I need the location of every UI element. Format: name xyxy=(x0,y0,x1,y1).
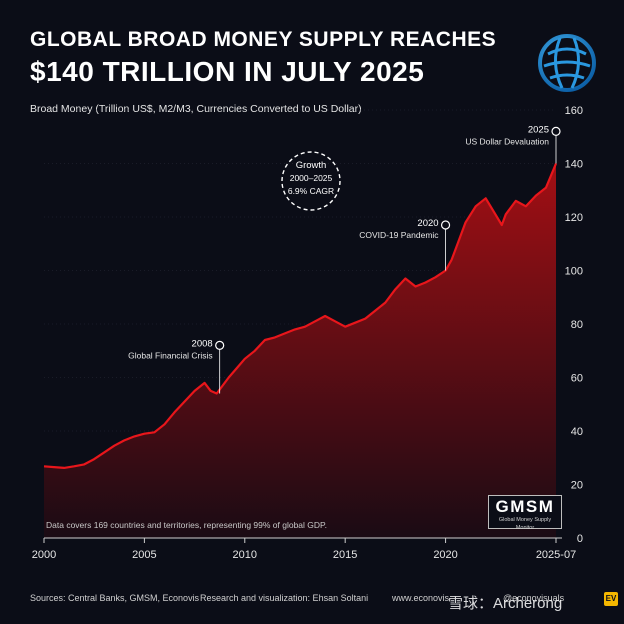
annotation-year: 2020 xyxy=(417,218,438,229)
annotation-marker xyxy=(440,220,451,230)
y-tick-label: 100 xyxy=(565,266,583,278)
annotation-marker xyxy=(215,340,225,350)
watermark: 雪球：Archerong xyxy=(448,595,563,612)
x-tick-label: 2020 xyxy=(433,549,457,561)
chart-title-line2: $140 TRILLION IN JULY 2025 xyxy=(30,56,425,87)
y-tick-label: 0 xyxy=(577,533,583,545)
annotation-label: COVID-19 Pandemic xyxy=(359,230,439,240)
chart-subtitle: Broad Money (Trillion US$, M2/M3, Curren… xyxy=(30,103,362,115)
y-tick-label: 20 xyxy=(571,480,583,492)
ev-badge: EV xyxy=(604,592,618,606)
x-tick-label: 2025-07 xyxy=(536,549,576,561)
broad-money-area xyxy=(44,163,556,538)
chart-title-line1: GLOBAL BROAD MONEY SUPPLY REACHES xyxy=(30,28,497,51)
annotation-year: 2025 xyxy=(528,124,549,135)
broad-money-line xyxy=(43,163,558,469)
annotation-marker xyxy=(551,126,561,136)
y-tick-label: 140 xyxy=(565,159,583,171)
social-handle: @econovisuals xyxy=(503,593,565,603)
annotation-year: 2008 xyxy=(192,338,213,349)
sources-text: Sources: Central Banks, GMSM, Econovis xyxy=(30,593,200,603)
callout-line1: Growth xyxy=(296,160,327,171)
callout-line3: 6.9% CAGR xyxy=(288,186,334,196)
coverage-note: Data covers 169 countries and territorie… xyxy=(46,520,327,530)
x-tick-label: 2005 xyxy=(132,549,156,561)
annotation-label: Global Financial Crisis xyxy=(128,350,213,360)
y-tick-label: 120 xyxy=(565,212,583,224)
callout-line2: 2000–2025 xyxy=(290,173,333,183)
x-tick-label: 2010 xyxy=(233,549,257,561)
website-text: www.econovis xyxy=(392,593,450,603)
x-tick-label: 2000 xyxy=(32,549,56,561)
y-tick-label: 160 xyxy=(565,105,583,117)
x-tick-label: 2015 xyxy=(333,549,357,561)
gmsm-subtitle: Global Money Supply Monitor xyxy=(498,517,552,531)
credit-text: Research and visualization: Ehsan Soltan… xyxy=(200,593,369,603)
cagr-callout: Growth 2000–2025 6.9% CAGR xyxy=(281,151,341,211)
gmsm-title: GMSM xyxy=(495,497,555,516)
y-tick-label: 60 xyxy=(571,373,583,385)
y-tick-label: 40 xyxy=(571,426,583,438)
gmsm-logo: GMSM Global Money Supply Monitor xyxy=(488,495,562,531)
annotation-label: US Dollar Devaluation xyxy=(465,136,549,146)
world-bank-globe-icon xyxy=(538,34,596,92)
y-tick-label: 80 xyxy=(571,319,583,331)
